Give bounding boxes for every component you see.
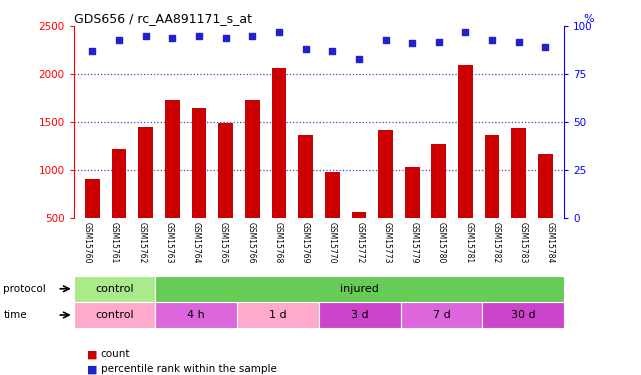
- Text: control: control: [96, 284, 134, 294]
- Bar: [405, 167, 419, 218]
- Bar: [74, 302, 155, 328]
- Text: percentile rank within the sample: percentile rank within the sample: [101, 364, 276, 374]
- Bar: [538, 154, 553, 218]
- Bar: [192, 108, 206, 217]
- Text: %: %: [584, 14, 594, 24]
- Point: [460, 29, 470, 35]
- Text: injured: injured: [340, 284, 379, 294]
- Bar: [85, 179, 100, 218]
- Bar: [155, 276, 564, 302]
- Bar: [245, 100, 260, 218]
- Text: GSM15761: GSM15761: [110, 222, 119, 264]
- Bar: [512, 128, 526, 218]
- Text: GSM15780: GSM15780: [437, 222, 446, 264]
- Text: GSM15781: GSM15781: [464, 222, 473, 263]
- Text: GSM15784: GSM15784: [546, 222, 555, 264]
- Bar: [237, 302, 319, 328]
- Bar: [458, 64, 473, 218]
- Text: GSM15766: GSM15766: [246, 222, 255, 264]
- Bar: [378, 129, 393, 218]
- Point: [380, 37, 390, 43]
- Text: 3 d: 3 d: [351, 310, 369, 320]
- Text: 7 d: 7 d: [433, 310, 451, 320]
- Point: [274, 29, 284, 35]
- Text: GSM15783: GSM15783: [519, 222, 528, 264]
- Text: GSM15763: GSM15763: [165, 222, 174, 264]
- Bar: [298, 135, 313, 218]
- Bar: [319, 302, 401, 328]
- Point: [487, 37, 497, 43]
- Text: ■: ■: [87, 364, 97, 374]
- Point: [167, 35, 178, 41]
- Text: control: control: [96, 310, 134, 320]
- Bar: [325, 172, 340, 217]
- Text: GSM15773: GSM15773: [383, 222, 392, 264]
- Text: GSM15764: GSM15764: [192, 222, 201, 264]
- Text: protocol: protocol: [3, 284, 46, 294]
- Bar: [74, 276, 155, 302]
- Text: GSM15782: GSM15782: [492, 222, 501, 263]
- Bar: [351, 212, 366, 217]
- Text: 1 d: 1 d: [269, 310, 287, 320]
- Point: [354, 56, 364, 62]
- Point: [540, 44, 551, 50]
- Bar: [138, 127, 153, 218]
- Bar: [112, 148, 126, 217]
- Bar: [219, 123, 233, 218]
- Point: [434, 39, 444, 45]
- Text: GSM15772: GSM15772: [355, 222, 364, 264]
- Text: time: time: [3, 310, 27, 320]
- Bar: [165, 100, 179, 218]
- Text: count: count: [101, 350, 130, 359]
- Text: GSM15760: GSM15760: [83, 222, 92, 264]
- Bar: [401, 302, 482, 328]
- Text: GSM15770: GSM15770: [328, 222, 337, 264]
- Text: GSM15762: GSM15762: [137, 222, 146, 264]
- Bar: [272, 68, 287, 218]
- Bar: [155, 302, 237, 328]
- Bar: [482, 302, 564, 328]
- Text: GDS656 / rc_AA891171_s_at: GDS656 / rc_AA891171_s_at: [74, 12, 252, 25]
- Point: [87, 48, 97, 54]
- Point: [247, 33, 258, 39]
- Text: ■: ■: [87, 350, 97, 359]
- Point: [407, 40, 417, 46]
- Bar: [431, 144, 446, 218]
- Point: [327, 48, 337, 54]
- Bar: [485, 135, 499, 218]
- Text: GSM15769: GSM15769: [301, 222, 310, 264]
- Text: GSM15779: GSM15779: [410, 222, 419, 264]
- Text: 4 h: 4 h: [187, 310, 205, 320]
- Point: [114, 37, 124, 43]
- Point: [221, 35, 231, 41]
- Text: GSM15765: GSM15765: [219, 222, 228, 264]
- Point: [140, 33, 151, 39]
- Point: [301, 46, 311, 52]
- Point: [194, 33, 204, 39]
- Text: GSM15768: GSM15768: [274, 222, 283, 264]
- Point: [513, 39, 524, 45]
- Text: 30 d: 30 d: [511, 310, 535, 320]
